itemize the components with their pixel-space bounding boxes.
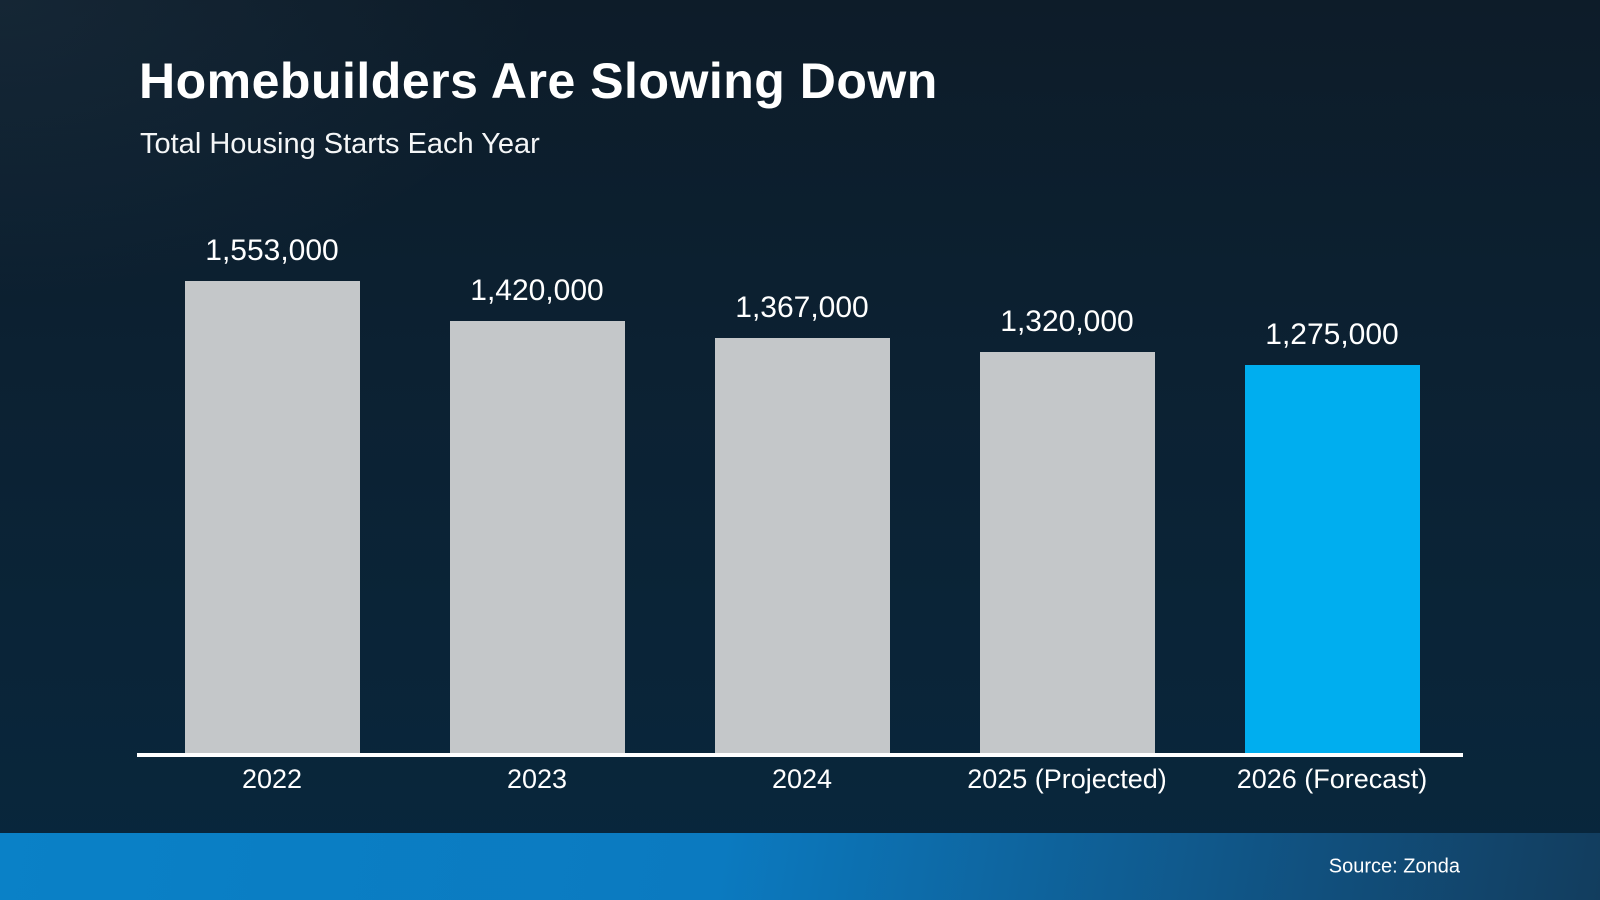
x-axis-label: 2023 [506, 764, 568, 794]
x-axis-label: 2024 [771, 764, 833, 794]
bar [979, 352, 1155, 753]
bar-value-label: 1,367,000 [735, 291, 869, 324]
bar [1244, 365, 1420, 753]
bar-value-label: 1,320,000 [1000, 305, 1134, 338]
bar [449, 321, 625, 753]
bar [184, 281, 360, 753]
page-title: Homebuilders Are Slowing Down [139, 53, 938, 109]
footer-bar: Source: Zonda [0, 833, 1600, 900]
x-axis-label: 2025 (Projected) [967, 764, 1167, 794]
source-label: Source: Zonda [1328, 855, 1460, 877]
x-axis-label: 2026 (Forecast) [1236, 764, 1428, 794]
bar-value-label: 1,420,000 [470, 274, 604, 307]
bar [714, 338, 890, 753]
x-axis-line [137, 753, 1463, 757]
bar-value-label: 1,553,000 [205, 234, 339, 267]
bar-value-label: 1,275,000 [1265, 318, 1399, 351]
x-axis-label: 2022 [241, 764, 303, 794]
chart-subtitle: Total Housing Starts Each Year [140, 128, 540, 160]
